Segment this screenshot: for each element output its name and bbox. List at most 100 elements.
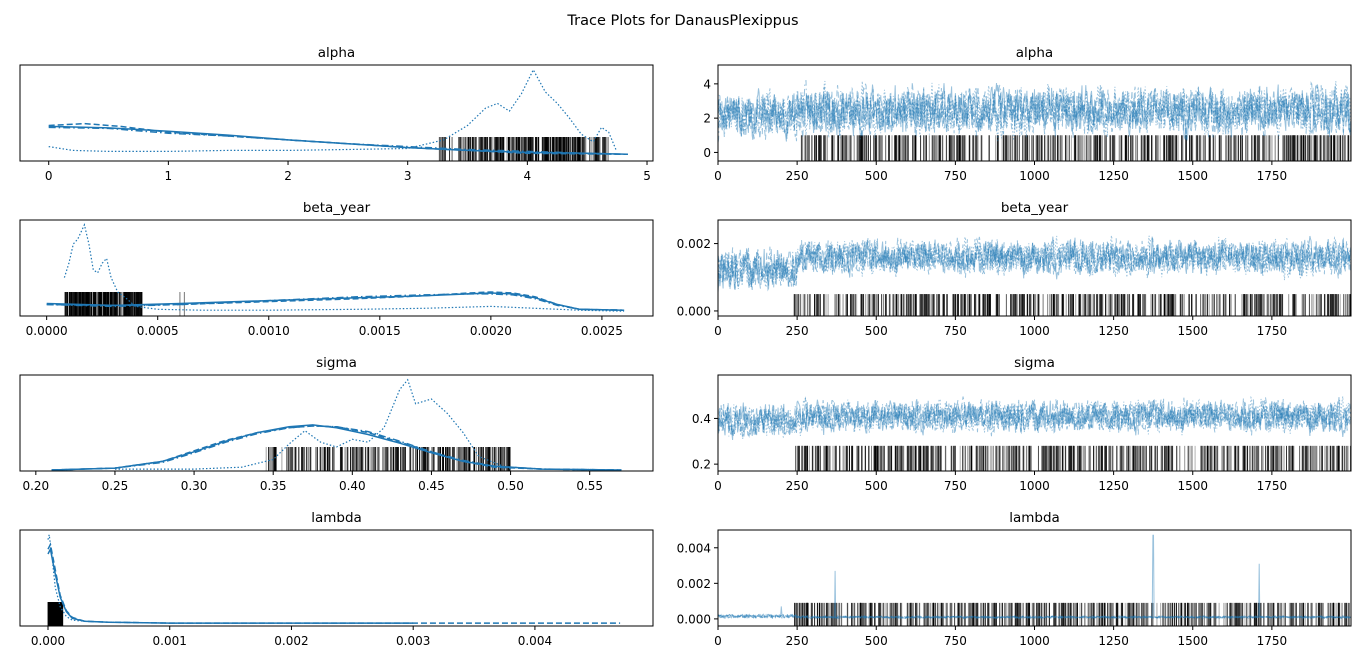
- x-tick-label: 0: [714, 324, 722, 338]
- x-tick-label: 0.004: [518, 634, 552, 648]
- x-tick-label: 250: [786, 479, 809, 493]
- x-tick-label: 1750: [1257, 634, 1288, 648]
- figure-title: Trace Plots for DanausPlexippus: [566, 13, 798, 29]
- x-tick-label: 1250: [1098, 324, 1129, 338]
- x-tick-label: 0.001: [153, 634, 187, 648]
- density-panel-sigma: sigma 0.20 0.25 0.30 0.35 0.40 0.45 0.50 0.55: [19, 355, 654, 493]
- density-line-dotted: [115, 378, 511, 470]
- x-tick-label: 0: [714, 634, 722, 648]
- x-tick-label: 3: [404, 169, 412, 183]
- panels-container: alpha 0 1 2 3 4 5 alpha 0 2 4 0 250 500 750 1000 1250 150…: [19, 45, 1352, 648]
- x-tick-label: 0.40: [339, 479, 366, 493]
- trace-line-chain-1: [718, 82, 1351, 142]
- panel-title: lambda: [311, 510, 362, 526]
- density-panel-alpha: alpha 0 1 2 3 4 5: [19, 45, 654, 183]
- panel-title: lambda: [1009, 510, 1060, 526]
- density-panel-lambda: lambda 0.000 0.001 0.002 0.003 0.004: [19, 510, 654, 648]
- y-tick-label: 0.4: [692, 412, 711, 426]
- trace-line-chain-3: [718, 235, 1351, 289]
- panel-title: sigma: [316, 355, 357, 371]
- x-tick-label: 250: [786, 324, 809, 338]
- x-tick-label: 1000: [1019, 479, 1050, 493]
- y-tick-label: 0.000: [677, 304, 711, 318]
- x-tick-label: 1750: [1257, 169, 1288, 183]
- density-line-solid: [48, 125, 628, 156]
- x-tick-label: 500: [865, 479, 888, 493]
- x-tick-label: 750: [944, 324, 967, 338]
- trace-line-chain-3: [718, 79, 1351, 143]
- panel-title: alpha: [318, 45, 355, 61]
- plot-area: [51, 378, 622, 471]
- plot-area: [46, 222, 625, 316]
- x-tick-label: 0.50: [497, 479, 524, 493]
- trace-line-chain-3: [718, 397, 1351, 439]
- y-tick-label: 2: [703, 112, 711, 126]
- y-tick-label: 0.2: [692, 458, 711, 472]
- axes-frame: [19, 64, 654, 162]
- trace-line-chain-4: [718, 395, 1351, 439]
- plot-area: [718, 395, 1351, 471]
- x-tick-label: 2: [284, 169, 292, 183]
- density-line-dashed: [47, 542, 621, 624]
- panel-title: sigma: [1014, 355, 1055, 371]
- y-tick-label: 0: [703, 146, 711, 160]
- trace-line-chain-1: [718, 534, 1351, 620]
- density-panel-beta_year: beta_year 0.0000 0.0005 0.0010 0.0015 0.0020 0…: [19, 200, 654, 338]
- trace-line-chain-1: [718, 235, 1351, 293]
- x-tick-label: 0.0005: [137, 324, 179, 338]
- x-tick-label: 0: [714, 169, 722, 183]
- x-tick-label: 1500: [1177, 169, 1208, 183]
- x-tick-label: 1000: [1019, 169, 1050, 183]
- trace-line-chain-1: [718, 397, 1351, 441]
- density-line-solid: [47, 546, 414, 624]
- x-tick-label: 0: [714, 479, 722, 493]
- plot-area: [47, 534, 621, 626]
- density-line-dashdot: [46, 293, 625, 311]
- x-tick-label: 1500: [1177, 634, 1208, 648]
- density-line-dashdot: [51, 425, 622, 471]
- x-tick-label: 5: [643, 169, 651, 183]
- x-tick-label: 0.0020: [470, 324, 512, 338]
- plot-area: [48, 68, 628, 161]
- x-tick-label: 750: [944, 479, 967, 493]
- x-tick-label: 0.35: [260, 479, 287, 493]
- x-tick-label: 1000: [1019, 324, 1050, 338]
- panel-title: beta_year: [1001, 200, 1069, 216]
- x-tick-label: 0.002: [274, 634, 308, 648]
- x-tick-label: 1500: [1177, 324, 1208, 338]
- x-tick-label: 1250: [1098, 169, 1129, 183]
- x-tick-label: 0.0015: [359, 324, 401, 338]
- x-tick-label: 1750: [1257, 479, 1288, 493]
- trace-panel-alpha: alpha 0 2 4 0 250 500 750 1000 1250 1500 1750: [703, 45, 1352, 183]
- trace-line-chain-2: [718, 396, 1351, 438]
- trace-panel-beta_year: beta_year 0.000 0.002 0 250 500 750 1000 1250 150…: [677, 200, 1352, 338]
- x-tick-label: 1250: [1098, 634, 1129, 648]
- x-tick-label: 500: [865, 324, 888, 338]
- x-tick-label: 500: [865, 634, 888, 648]
- density-line-dotted: [48, 68, 617, 152]
- trace-line-chain-3: [718, 613, 1351, 620]
- y-tick-label: 0.002: [677, 237, 711, 251]
- x-tick-label: 1000: [1019, 634, 1050, 648]
- x-tick-label: 1750: [1257, 324, 1288, 338]
- x-tick-label: 250: [786, 169, 809, 183]
- x-tick-label: 1250: [1098, 479, 1129, 493]
- y-tick-label: 0.000: [677, 612, 711, 626]
- x-tick-label: 0.0025: [581, 324, 623, 338]
- density-line-dashed: [48, 122, 628, 156]
- density-line-dotted: [63, 222, 625, 312]
- x-tick-label: 0.55: [576, 479, 603, 493]
- x-tick-label: 0.000: [31, 634, 65, 648]
- axes-frame: [19, 529, 654, 627]
- density-line-dashdot: [48, 126, 628, 156]
- x-tick-label: 0.003: [396, 634, 430, 648]
- trace-panel-lambda: lambda 0.000 0.002 0.004 0 250 500 750 1000 1250 1…: [677, 510, 1352, 648]
- plot-area: [718, 79, 1351, 161]
- x-tick-label: 1500: [1177, 479, 1208, 493]
- x-tick-label: 4: [524, 169, 532, 183]
- y-tick-label: 0.004: [677, 541, 711, 555]
- x-tick-label: 750: [944, 634, 967, 648]
- x-tick-label: 0.30: [181, 479, 208, 493]
- x-tick-label: 0.0010: [248, 324, 290, 338]
